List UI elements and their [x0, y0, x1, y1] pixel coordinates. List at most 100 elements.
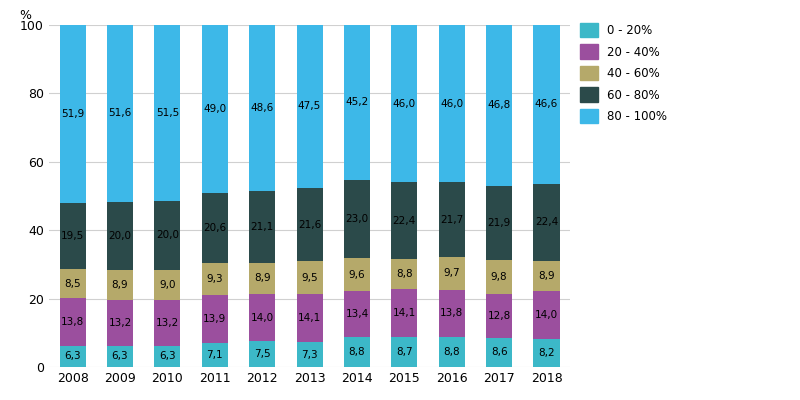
Bar — [344, 180, 370, 258]
Bar — [107, 25, 133, 202]
Text: 8,5: 8,5 — [64, 279, 81, 289]
Text: 49,0: 49,0 — [203, 104, 226, 114]
Bar — [297, 262, 322, 294]
Text: 6,3: 6,3 — [64, 351, 81, 361]
Text: 48,6: 48,6 — [250, 103, 274, 113]
Bar — [202, 26, 228, 193]
Bar — [534, 261, 559, 291]
Text: 9,6: 9,6 — [349, 270, 366, 280]
Bar — [297, 188, 322, 262]
Text: 9,3: 9,3 — [206, 274, 223, 284]
Text: 51,6: 51,6 — [108, 108, 132, 118]
Bar — [534, 291, 559, 339]
Text: 9,8: 9,8 — [491, 272, 507, 282]
Bar — [486, 186, 512, 260]
Bar — [154, 300, 181, 346]
Bar — [391, 25, 418, 182]
Text: 46,0: 46,0 — [393, 99, 416, 109]
Text: 8,2: 8,2 — [538, 348, 555, 358]
Text: 7,5: 7,5 — [254, 349, 270, 359]
Bar — [154, 270, 181, 300]
Bar — [297, 25, 322, 188]
Bar — [154, 201, 181, 270]
Bar — [59, 203, 86, 269]
Bar — [154, 25, 181, 201]
Bar — [249, 263, 275, 294]
Bar — [438, 182, 465, 257]
Bar — [438, 25, 465, 182]
Bar — [202, 343, 228, 367]
Bar — [344, 337, 370, 367]
Text: 13,2: 13,2 — [156, 318, 179, 328]
Text: 8,9: 8,9 — [254, 273, 270, 283]
Text: 7,1: 7,1 — [206, 350, 223, 360]
Text: 46,8: 46,8 — [487, 100, 510, 110]
Text: 22,4: 22,4 — [393, 216, 416, 226]
Bar — [59, 25, 86, 203]
Bar — [154, 346, 181, 367]
Text: 47,5: 47,5 — [298, 101, 321, 111]
Bar — [202, 264, 228, 295]
Bar — [534, 339, 559, 367]
Bar — [107, 300, 133, 346]
Bar — [249, 342, 275, 367]
Bar — [249, 294, 275, 342]
Bar — [344, 25, 370, 180]
Text: 20,6: 20,6 — [203, 223, 226, 233]
Bar — [297, 342, 322, 367]
Bar — [59, 346, 86, 367]
Text: 21,7: 21,7 — [440, 214, 463, 224]
Text: 14,1: 14,1 — [393, 308, 416, 318]
Bar — [249, 191, 275, 263]
Text: 20,0: 20,0 — [109, 231, 131, 241]
Text: 13,8: 13,8 — [61, 317, 84, 327]
Bar — [297, 294, 322, 342]
Text: 13,9: 13,9 — [203, 314, 226, 324]
Bar — [391, 337, 418, 367]
Bar — [107, 270, 133, 300]
Text: 45,2: 45,2 — [346, 97, 369, 107]
Text: 14,0: 14,0 — [250, 312, 274, 322]
Text: 13,4: 13,4 — [346, 309, 369, 319]
Bar — [202, 295, 228, 343]
Text: 9,7: 9,7 — [443, 268, 460, 278]
Legend: 0 - 20%, 20 - 40%, 40 - 60%, 60 - 80%, 80 - 100%: 0 - 20%, 20 - 40%, 40 - 60%, 60 - 80%, 8… — [575, 18, 672, 128]
Bar — [486, 260, 512, 294]
Bar — [486, 294, 512, 338]
Text: 23,0: 23,0 — [346, 214, 369, 224]
Text: 8,8: 8,8 — [349, 347, 366, 357]
Text: 8,6: 8,6 — [491, 348, 507, 358]
Bar — [391, 289, 418, 337]
Text: 21,1: 21,1 — [250, 222, 274, 232]
Bar — [59, 269, 86, 298]
Bar — [438, 290, 465, 337]
Text: 51,9: 51,9 — [61, 109, 84, 119]
Bar — [249, 25, 275, 191]
Text: 46,6: 46,6 — [535, 100, 558, 110]
Text: 21,6: 21,6 — [298, 220, 321, 230]
Bar — [391, 259, 418, 289]
Bar — [534, 184, 559, 261]
Text: 14,1: 14,1 — [298, 313, 321, 323]
Text: 13,2: 13,2 — [108, 318, 132, 328]
Text: 8,9: 8,9 — [112, 280, 128, 290]
Bar — [344, 258, 370, 291]
Text: 21,9: 21,9 — [487, 218, 510, 228]
Bar — [486, 26, 512, 186]
Bar — [202, 193, 228, 264]
Text: 6,3: 6,3 — [159, 351, 176, 361]
Text: 14,0: 14,0 — [535, 310, 558, 320]
Bar — [534, 25, 559, 184]
Text: 7,3: 7,3 — [302, 350, 318, 360]
Bar — [107, 346, 133, 367]
Text: 8,9: 8,9 — [538, 271, 555, 281]
Bar — [391, 182, 418, 259]
Text: 13,8: 13,8 — [440, 308, 463, 318]
Text: 20,0: 20,0 — [156, 230, 179, 240]
Bar — [438, 257, 465, 290]
Bar — [107, 202, 133, 270]
Bar — [438, 337, 465, 367]
Bar — [344, 291, 370, 337]
Text: 8,7: 8,7 — [396, 347, 413, 357]
Text: 9,5: 9,5 — [302, 273, 318, 283]
